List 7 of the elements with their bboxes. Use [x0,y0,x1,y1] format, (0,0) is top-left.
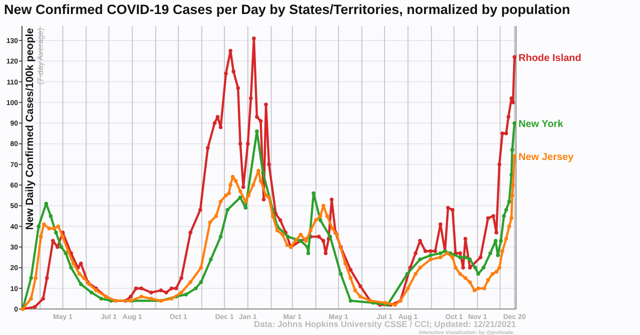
series-label: New Jersey [518,152,574,164]
series-label: New York [518,119,564,130]
y-axis-title: New Daily Confirmed Cases/100k people [24,28,36,230]
text: Data: Johns Hopkins University CSSE / CCI; Updated: 12/21/2021 [254,319,516,329]
series-label: Rhode Island [518,52,582,64]
chart-title: New Confirmed COVID-19 Cases per Day by States/Territories, normalized by population [4,2,570,17]
annotation: (7-day Average) [36,28,45,85]
